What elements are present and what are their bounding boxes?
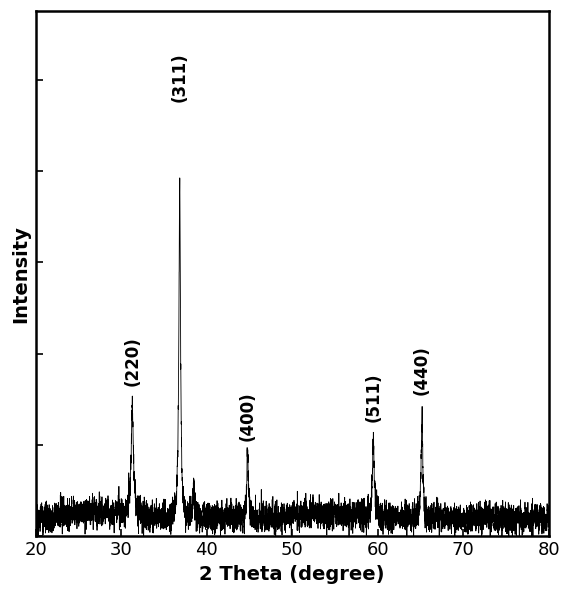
- Text: (440): (440): [413, 345, 431, 395]
- Text: (311): (311): [171, 53, 188, 102]
- Y-axis label: Intensity: Intensity: [11, 225, 30, 322]
- Text: (220): (220): [123, 336, 141, 386]
- Text: (511): (511): [364, 372, 383, 422]
- X-axis label: 2 Theta (degree): 2 Theta (degree): [199, 565, 385, 584]
- Text: (400): (400): [239, 391, 257, 440]
